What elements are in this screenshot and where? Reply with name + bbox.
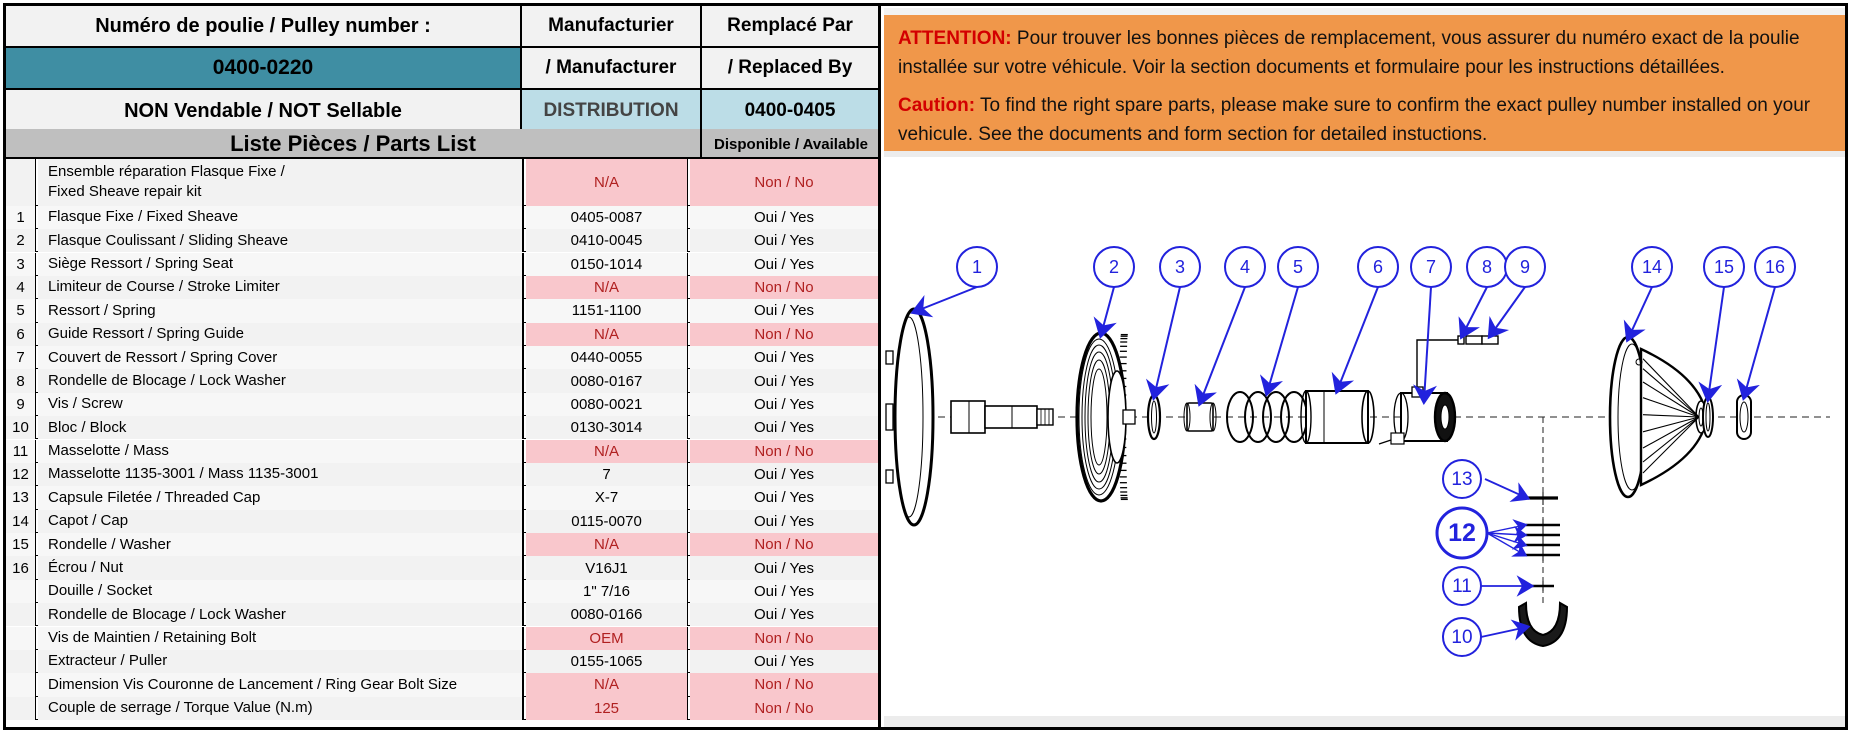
svg-text:16: 16 — [1765, 257, 1785, 277]
svg-text:2: 2 — [1109, 257, 1119, 277]
svg-text:10: 10 — [1451, 627, 1472, 648]
svg-text:1: 1 — [972, 257, 982, 277]
svg-text:13: 13 — [1451, 469, 1472, 490]
svg-text:14: 14 — [1642, 257, 1662, 277]
svg-text:11: 11 — [1452, 576, 1472, 597]
svg-text:12: 12 — [1448, 519, 1476, 547]
svg-text:3: 3 — [1175, 257, 1185, 277]
svg-text:8: 8 — [1482, 257, 1492, 277]
svg-text:15: 15 — [1714, 257, 1734, 277]
svg-text:4: 4 — [1240, 257, 1250, 277]
svg-text:5: 5 — [1293, 257, 1303, 277]
svg-text:7: 7 — [1426, 257, 1436, 277]
svg-text:9: 9 — [1520, 257, 1530, 277]
svg-text:6: 6 — [1373, 257, 1383, 277]
